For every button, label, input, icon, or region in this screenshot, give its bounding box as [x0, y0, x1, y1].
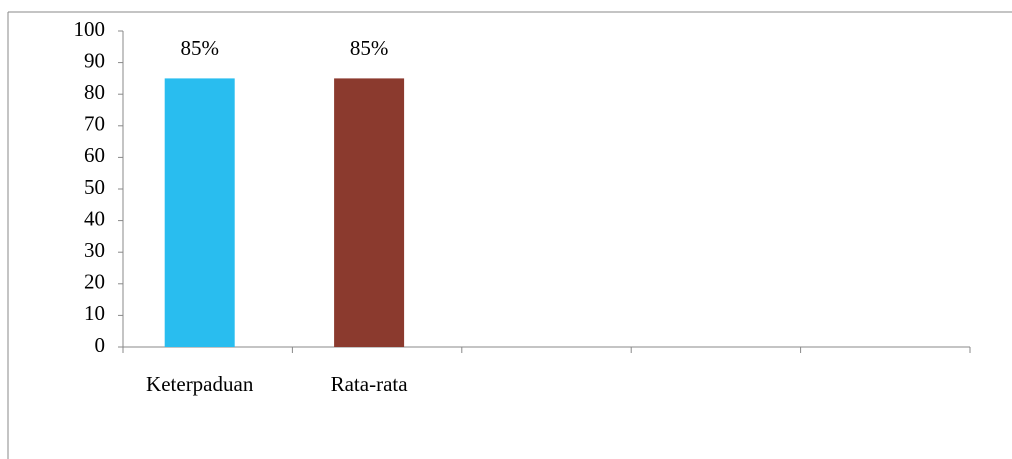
- x-tick-label: Rata-rata: [331, 372, 409, 396]
- y-tick-label: 90: [84, 48, 105, 72]
- data-label: 85%: [350, 36, 389, 60]
- y-tick-label: 10: [84, 301, 105, 325]
- y-tick-label: 30: [84, 238, 105, 262]
- data-label: 85%: [180, 36, 219, 60]
- y-tick-label: 100: [74, 17, 106, 41]
- y-tick-label: 20: [84, 270, 105, 294]
- bar: [334, 78, 405, 348]
- x-tick-label: Keterpaduan: [146, 372, 254, 396]
- y-tick-label: 0: [95, 333, 106, 357]
- y-tick-label: 40: [84, 206, 105, 230]
- bar: [164, 78, 235, 348]
- y-tick-label: 80: [84, 80, 105, 104]
- y-tick-label: 70: [84, 112, 105, 136]
- y-tick-label: 60: [84, 143, 105, 167]
- y-tick-label: 50: [84, 175, 105, 199]
